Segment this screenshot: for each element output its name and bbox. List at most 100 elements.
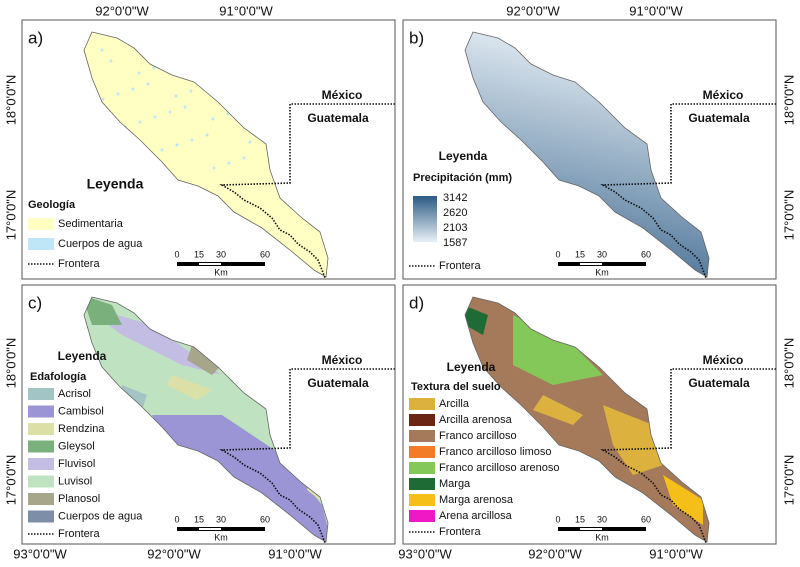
- legend-label: Luvisol: [58, 475, 92, 487]
- scale-label: 60: [260, 249, 270, 259]
- legend-title: Leyenda: [447, 360, 496, 374]
- legend-label: Franco arcilloso limoso: [439, 446, 551, 458]
- legend-subtitle: Precipitación (mm): [413, 172, 512, 184]
- color-ramp: [413, 196, 437, 242]
- lon-label: 92°0'0"W: [95, 3, 149, 18]
- water-patch: [116, 92, 120, 96]
- water-patch: [183, 105, 187, 109]
- country-label: Guatemala: [688, 376, 750, 390]
- scale-bar: [199, 263, 221, 265]
- legend-label: Frontera: [58, 258, 100, 270]
- water-patch: [205, 133, 209, 137]
- lon-label: 92°0'0"W: [147, 546, 201, 561]
- scale-bar: [580, 263, 602, 265]
- legend-label: Frontera: [439, 260, 481, 272]
- panel-label: a): [28, 28, 43, 47]
- water-patch: [190, 138, 194, 142]
- lon-label: 91°0'0"W: [649, 546, 703, 561]
- scale-label: 15: [194, 249, 204, 259]
- water-patch: [152, 66, 156, 70]
- lat-label: 18°0'0"N: [781, 75, 796, 126]
- legend-swatch: [28, 510, 54, 523]
- legend-label: Rendzina: [58, 423, 105, 435]
- panel-label: b): [409, 28, 424, 47]
- soil-patch: [465, 305, 488, 335]
- soil-patch: [84, 297, 122, 325]
- legend-subtitle: Textura del suelo: [411, 381, 501, 393]
- water-patch: [212, 166, 216, 170]
- soil-patch: [513, 315, 603, 385]
- legend-swatch: [28, 405, 54, 418]
- legend-swatch: [409, 398, 435, 410]
- water-patch: [138, 120, 142, 124]
- basin-outline: [83, 31, 329, 278]
- legend-swatch: [28, 458, 54, 470]
- legend-label: Sedimentaria: [58, 218, 124, 230]
- legend-label: Fluvisol: [58, 458, 95, 470]
- lat-label: 18°0'0"N: [3, 75, 18, 126]
- ramp-label: 3142: [443, 192, 467, 204]
- scale-label: 15: [575, 249, 585, 259]
- country-label: México: [703, 353, 744, 367]
- scale-label: 30: [216, 514, 226, 524]
- water-patch: [174, 94, 178, 98]
- legend-swatch: [409, 414, 435, 426]
- scale-label: 30: [216, 249, 226, 259]
- scale-label: 60: [260, 514, 270, 524]
- lon-label: 91°0'0"W: [629, 3, 683, 18]
- ramp-label: 2103: [443, 222, 467, 234]
- map-panel: c) México Guatemala Leyenda Edafología Acriso…: [21, 284, 396, 545]
- legend-label: Arcilla arenosa: [439, 414, 513, 426]
- scale-label: 30: [597, 249, 607, 259]
- legend-label: Planosol: [58, 493, 100, 505]
- country-label: México: [322, 353, 363, 367]
- country-label: México: [322, 88, 363, 102]
- water-patch: [248, 140, 252, 144]
- legend-label: Cambisol: [58, 405, 104, 417]
- ramp-label: 2620: [443, 207, 467, 219]
- lat-label: 17°0'0"N: [781, 190, 796, 241]
- scale-unit: Km: [214, 532, 228, 542]
- map-panel: a) México Guatemala Leyenda Geología Sediment…: [21, 19, 396, 280]
- water-patch: [168, 110, 172, 114]
- lat-label: 18°0'0"N: [3, 338, 18, 389]
- legend-label: Marga: [439, 478, 471, 490]
- scale-bar: [199, 528, 221, 530]
- water-patch: [160, 148, 164, 152]
- water-patch: [175, 143, 179, 147]
- lon-label: 93°0'0"W: [13, 546, 67, 561]
- soil-patch: [167, 375, 212, 400]
- legend-swatch: [409, 462, 435, 474]
- legend-label: Frontera: [439, 526, 481, 538]
- soil-patch: [187, 345, 222, 375]
- legend-swatch: [409, 478, 435, 490]
- map-panel: b) México Guatemala Leyenda Precipitación (m…: [402, 19, 777, 280]
- scale-unit: Km: [595, 267, 609, 277]
- scale-label: 0: [174, 514, 179, 524]
- legend-subtitle: Geología: [28, 199, 76, 211]
- scale-unit: Km: [214, 267, 228, 277]
- scale-label: 0: [555, 514, 560, 524]
- legend-title: Leyenda: [439, 149, 488, 163]
- country-label: Guatemala: [688, 111, 750, 125]
- legend-swatch: [409, 510, 435, 522]
- legend-label: Frontera: [58, 528, 100, 540]
- lat-label: 17°0'0"N: [3, 455, 18, 506]
- lat-label: 18°0'0"N: [781, 338, 796, 389]
- scale-label: 60: [641, 249, 651, 259]
- scale-label: 15: [194, 514, 204, 524]
- water-patch: [211, 117, 215, 121]
- soil-patch: [663, 475, 703, 525]
- soil-patch: [603, 405, 663, 475]
- legend-swatch: [28, 475, 54, 488]
- legend-label: Marga arenosa: [439, 494, 514, 506]
- legend-label: Arcilla: [439, 398, 470, 410]
- scale-bar: [580, 528, 602, 530]
- lat-label: 17°0'0"N: [3, 190, 18, 241]
- basin-outline: [464, 31, 710, 278]
- border-line: [600, 368, 776, 544]
- legend-label: Franco arcilloso arenoso: [439, 462, 559, 474]
- legend-swatch: [409, 494, 435, 506]
- water-patch: [100, 48, 104, 52]
